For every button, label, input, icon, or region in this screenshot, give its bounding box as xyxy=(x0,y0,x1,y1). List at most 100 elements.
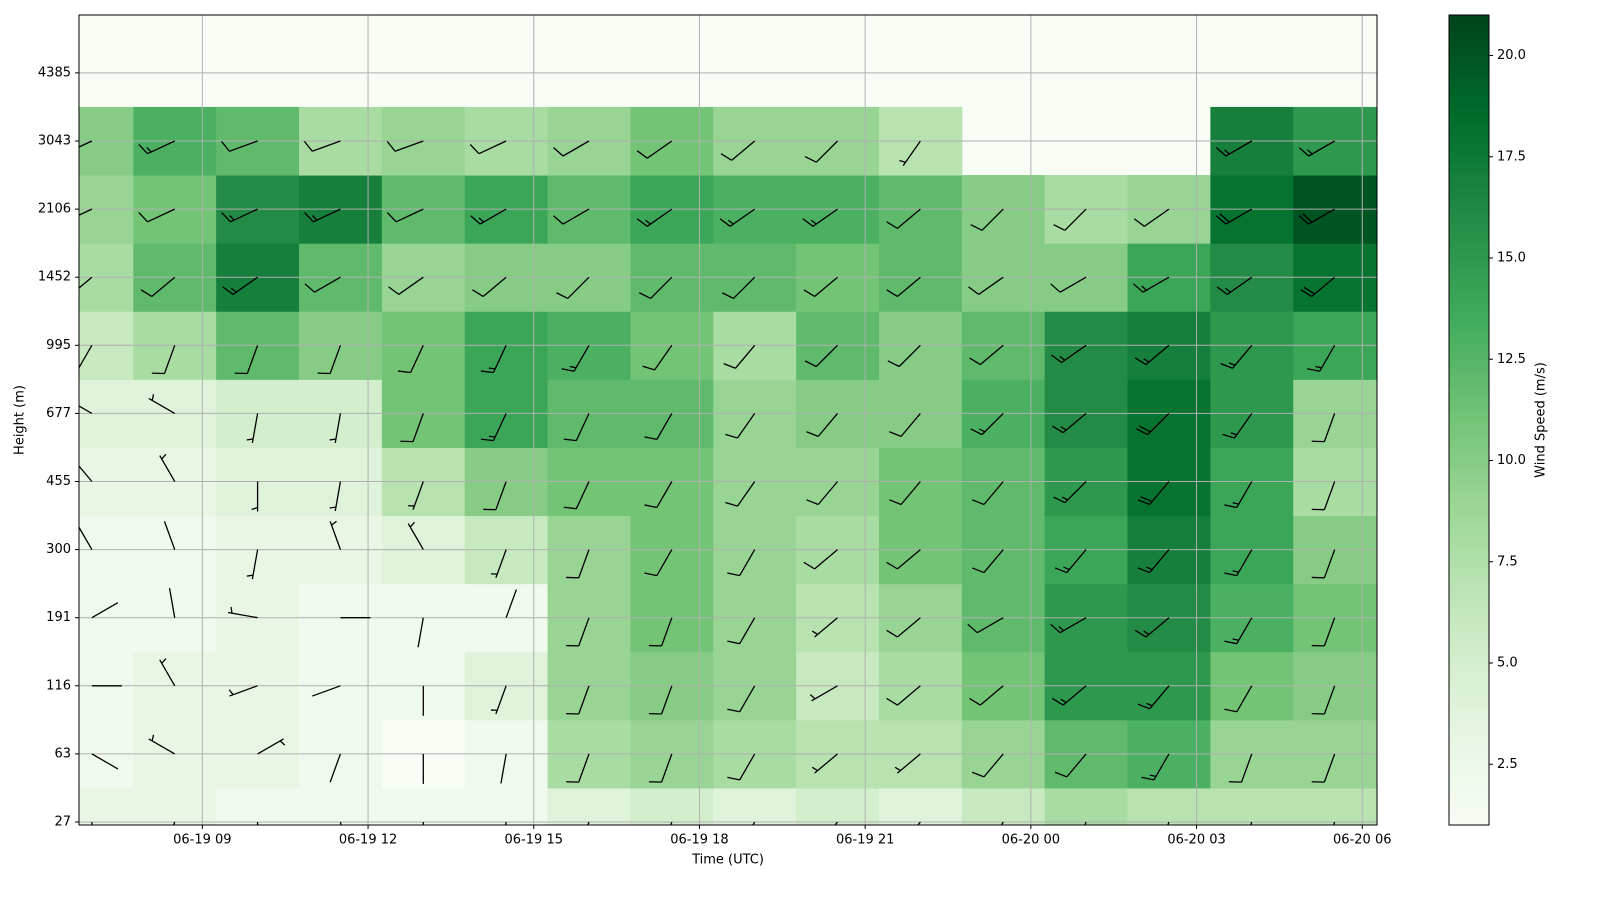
wind-barb xyxy=(1053,208,1087,231)
wind-barb xyxy=(644,481,673,509)
heat-cell xyxy=(713,787,797,825)
wind-barb xyxy=(727,685,756,713)
wind-barb xyxy=(79,208,93,216)
wind-barb xyxy=(1137,685,1170,710)
wind-barb xyxy=(644,413,673,441)
wind-barb xyxy=(725,481,756,507)
wind-barb xyxy=(648,617,673,647)
wind-barb xyxy=(79,405,93,414)
plot-area xyxy=(79,15,1377,825)
wind-barb xyxy=(222,276,258,295)
wind-barb xyxy=(234,345,259,375)
wind-barb xyxy=(79,276,93,289)
wind-barb xyxy=(140,276,176,298)
heat-cell xyxy=(381,787,466,825)
wind-barb xyxy=(721,276,756,299)
colorbar-tick-label: 7.5 xyxy=(1497,554,1518,569)
x-tick-label: 06-19 18 xyxy=(670,833,728,848)
wind-barb xyxy=(804,140,839,163)
wind-barb xyxy=(246,549,259,580)
wind-barb xyxy=(1311,481,1336,511)
wind-barb xyxy=(168,588,176,618)
wind-barb xyxy=(889,481,921,506)
wind-barb xyxy=(725,413,756,439)
wind-barb xyxy=(138,208,176,223)
wind-barb xyxy=(566,549,590,579)
wind-barb xyxy=(587,821,590,825)
wind-barb xyxy=(79,140,93,148)
wind-barb xyxy=(1141,753,1170,781)
y-tick-label: 116 xyxy=(46,678,71,693)
colorbar-tick-label: 15.0 xyxy=(1497,251,1526,266)
wind-barb xyxy=(303,140,341,152)
wind-barb xyxy=(803,549,838,570)
y-tick-label: 1452 xyxy=(38,270,71,285)
wind-barb xyxy=(1000,821,1004,825)
wind-barb xyxy=(1050,344,1087,364)
wind-barb xyxy=(1224,481,1253,509)
wind-barb xyxy=(1053,481,1087,504)
y-tick-label: 4385 xyxy=(38,65,71,80)
wind-barb xyxy=(971,481,1004,506)
wind-barb xyxy=(1054,753,1087,778)
wind-barb xyxy=(806,481,839,506)
wind-barb xyxy=(811,753,838,774)
x-tick-label: 06-19 12 xyxy=(339,833,397,848)
wind-barb xyxy=(886,685,921,706)
wind-barb xyxy=(720,140,756,161)
colorbar-tick-label: 5.0 xyxy=(1497,656,1518,671)
y-tick-label: 677 xyxy=(46,406,71,421)
wind-barb xyxy=(802,208,838,227)
wind-barb xyxy=(803,276,838,298)
wind-barb xyxy=(388,276,424,295)
wind-barb xyxy=(642,344,673,371)
y-tick-label: 455 xyxy=(46,474,71,489)
wind-barb xyxy=(304,276,341,293)
wind-barb xyxy=(648,685,673,715)
wind-barb xyxy=(1136,412,1170,436)
wind-barb xyxy=(719,208,756,227)
wind-barb xyxy=(1137,549,1170,574)
wind-barb xyxy=(221,140,258,152)
wind-barb xyxy=(408,481,424,510)
wind-barb xyxy=(886,208,921,229)
wind-barb xyxy=(304,208,341,223)
wind-barb xyxy=(967,617,1004,634)
colorbar-label: Wind Speed (m/s) xyxy=(1534,362,1549,478)
wind-barb xyxy=(469,140,507,155)
y-tick-label: 191 xyxy=(46,610,71,625)
heat-cell xyxy=(79,787,134,825)
wind-barb xyxy=(1307,344,1336,372)
wind-barb xyxy=(483,481,507,511)
wind-barb xyxy=(1054,549,1087,574)
wind-barb xyxy=(1051,412,1087,434)
wind-barb xyxy=(1300,276,1336,298)
wind-barb xyxy=(889,412,921,437)
wind-barb xyxy=(386,208,424,223)
colorbar-tick-label: 17.5 xyxy=(1497,149,1526,164)
wind-barb xyxy=(1311,617,1336,647)
wind-barb xyxy=(329,753,342,783)
wind-barb xyxy=(727,753,756,781)
wind-barb xyxy=(1224,617,1253,645)
wind-barb xyxy=(257,738,286,755)
wind-barb xyxy=(400,413,424,443)
heat-cell xyxy=(1044,787,1129,825)
wind-barb xyxy=(1216,276,1253,295)
x-tick-label: 06-20 03 xyxy=(1167,833,1225,848)
wind-barb xyxy=(553,208,590,225)
wind-barb xyxy=(1133,276,1170,293)
plot-frame xyxy=(78,14,1378,826)
wind-barb xyxy=(1050,617,1087,634)
x-tick-label: 06-19 21 xyxy=(836,833,894,848)
wind-barb xyxy=(636,208,673,227)
wind-barb xyxy=(138,140,176,155)
wind-barb xyxy=(221,208,258,223)
wind-barb xyxy=(566,617,590,647)
wind-barb xyxy=(1224,685,1253,713)
heat-cell xyxy=(547,787,631,825)
wind-barb xyxy=(970,412,1004,436)
wind-barb xyxy=(886,549,921,570)
wind-barb xyxy=(480,413,507,442)
